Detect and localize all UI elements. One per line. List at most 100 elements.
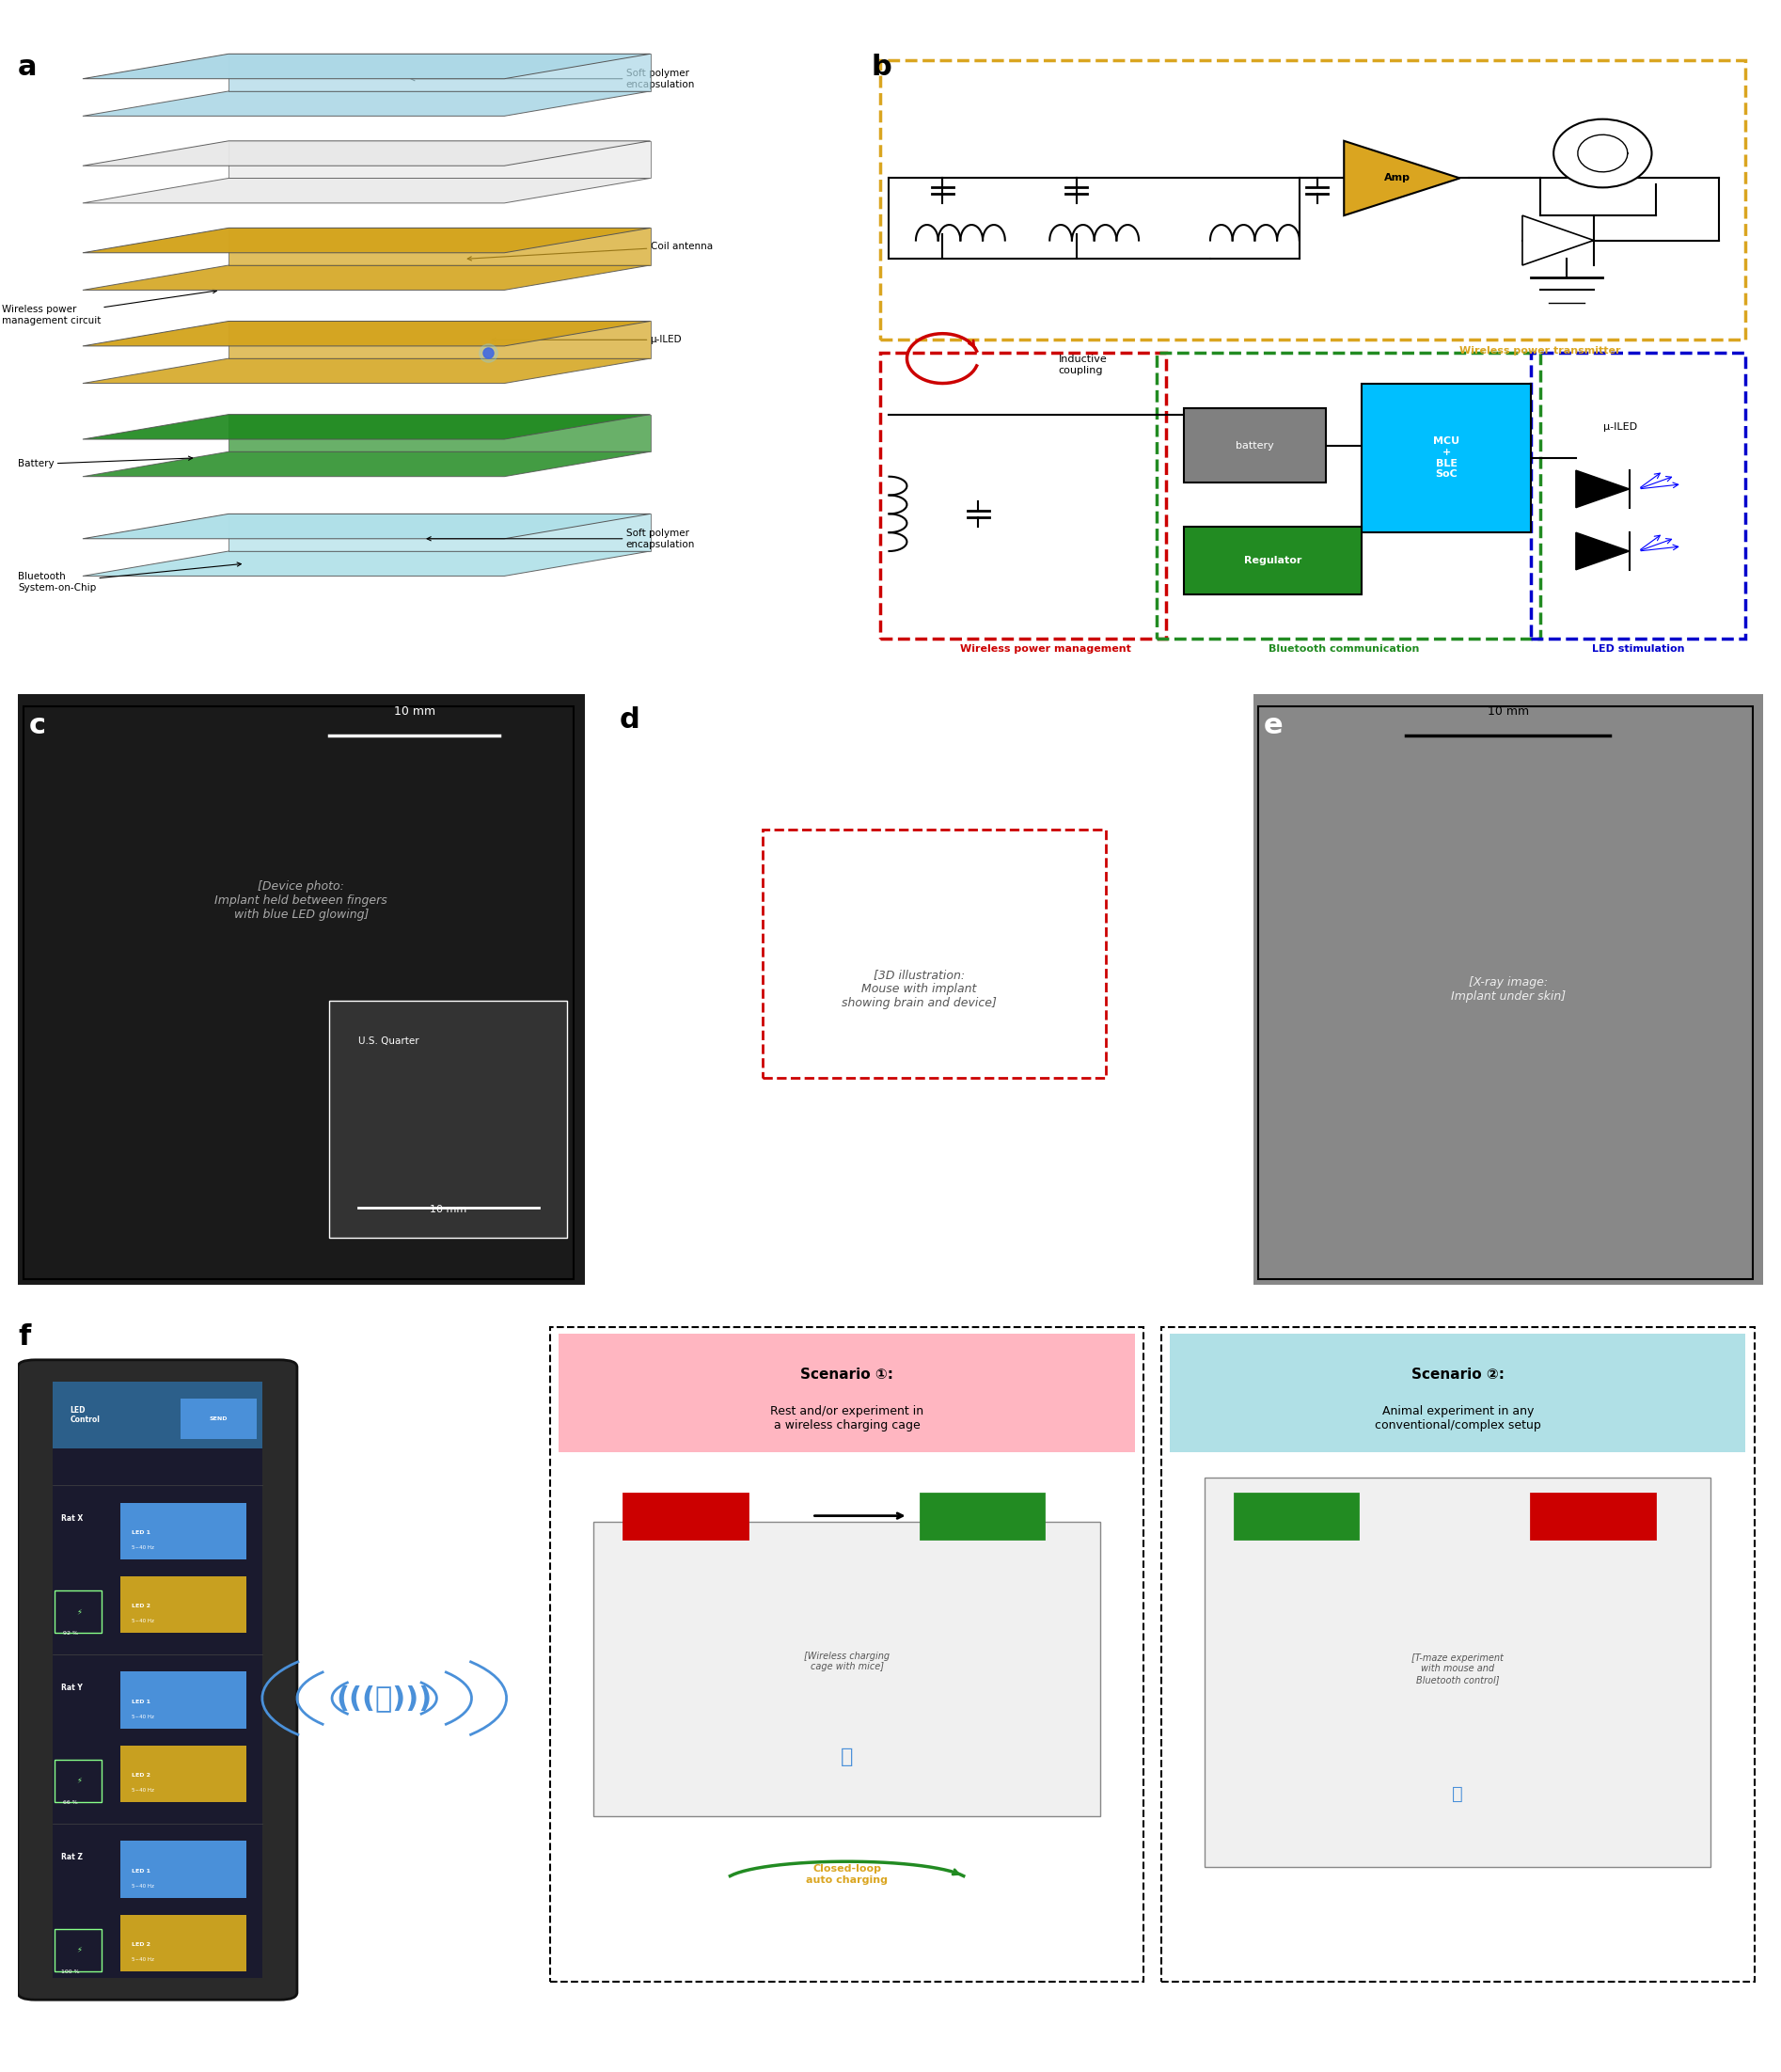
Circle shape <box>1553 118 1651 186</box>
FancyBboxPatch shape <box>121 1577 246 1633</box>
Text: Inductive
coupling: Inductive coupling <box>1058 354 1108 375</box>
Text: LED 2: LED 2 <box>132 1774 150 1778</box>
Polygon shape <box>228 228 650 265</box>
Bar <box>593 1521 1101 1815</box>
Text: a: a <box>18 54 37 81</box>
Text: μ-ILED: μ-ILED <box>1603 423 1637 431</box>
Text: 100 %: 100 % <box>61 1968 80 1975</box>
Text: Amp: Amp <box>1384 174 1411 182</box>
Text: battery: battery <box>1236 441 1273 450</box>
FancyBboxPatch shape <box>180 1399 256 1438</box>
Polygon shape <box>82 91 650 116</box>
Polygon shape <box>82 54 650 79</box>
Text: Battery: Battery <box>18 456 192 468</box>
Text: 5~40 Hz: 5~40 Hz <box>132 1883 153 1888</box>
Text: f: f <box>18 1324 30 1351</box>
Text: [Wireless charging
cage with mice]: [Wireless charging cage with mice] <box>803 1651 890 1672</box>
Polygon shape <box>228 514 650 551</box>
Polygon shape <box>1523 215 1594 265</box>
Polygon shape <box>228 141 650 178</box>
Polygon shape <box>82 228 650 253</box>
Text: [3D illustration:
Mouse with implant
showing brain and device]: [3D illustration: Mouse with implant sho… <box>841 970 996 1009</box>
Text: Rat Y: Rat Y <box>61 1682 84 1693</box>
FancyBboxPatch shape <box>121 1502 246 1560</box>
Text: [T-maze experiment
with mouse and
Bluetooth control]: [T-maze experiment with mouse and Blueto… <box>1412 1653 1503 1685</box>
Text: c: c <box>28 713 46 740</box>
FancyBboxPatch shape <box>121 1840 246 1898</box>
Text: 10 mm: 10 mm <box>394 704 435 717</box>
FancyBboxPatch shape <box>550 1326 1143 1981</box>
FancyBboxPatch shape <box>1170 1334 1745 1452</box>
Polygon shape <box>82 414 650 439</box>
Text: 5~40 Hz: 5~40 Hz <box>132 1956 153 1962</box>
Polygon shape <box>82 452 650 477</box>
FancyBboxPatch shape <box>1183 526 1362 595</box>
Text: SEND: SEND <box>210 1417 228 1421</box>
FancyBboxPatch shape <box>121 1745 246 1803</box>
Text: Animal experiment in any
conventional/complex setup: Animal experiment in any conventional/co… <box>1375 1405 1541 1432</box>
Polygon shape <box>1576 533 1630 570</box>
Text: Wireless power
management circuit: Wireless power management circuit <box>2 290 217 325</box>
Text: LED 1: LED 1 <box>132 1869 150 1873</box>
Text: 10 mm: 10 mm <box>429 1204 467 1214</box>
Text: Wireless power transmitter: Wireless power transmitter <box>1460 346 1621 356</box>
Polygon shape <box>82 178 650 203</box>
Text: 5~40 Hz: 5~40 Hz <box>132 1788 153 1792</box>
FancyBboxPatch shape <box>121 1672 246 1728</box>
Text: 66 %: 66 % <box>62 1801 78 1805</box>
Text: Regulator: Regulator <box>1243 555 1302 566</box>
Polygon shape <box>82 265 650 290</box>
FancyBboxPatch shape <box>559 1334 1134 1452</box>
FancyBboxPatch shape <box>53 1382 262 1977</box>
Text: LED 2: LED 2 <box>132 1941 150 1948</box>
Text: LED 2: LED 2 <box>132 1604 150 1608</box>
Text: ⚡: ⚡ <box>77 1776 82 1784</box>
Text: [Device photo:
Implant held between fingers
with blue LED glowing]: [Device photo: Implant held between fing… <box>216 881 388 922</box>
FancyBboxPatch shape <box>921 1494 1044 1539</box>
Polygon shape <box>1576 470 1630 508</box>
Text: Bluetooth communication: Bluetooth communication <box>1268 644 1419 655</box>
Text: Soft polymer
encapsulation: Soft polymer encapsulation <box>411 68 695 89</box>
Text: U.S. Quarter: U.S. Quarter <box>358 1036 419 1046</box>
Text: LED
Control: LED Control <box>69 1407 100 1423</box>
FancyBboxPatch shape <box>1362 383 1532 533</box>
Text: Scenario ①:: Scenario ①: <box>800 1368 894 1382</box>
Polygon shape <box>228 54 650 91</box>
Text: 5~40 Hz: 5~40 Hz <box>132 1714 153 1720</box>
FancyBboxPatch shape <box>623 1494 748 1539</box>
Text: MCU
+
BLE
SoC: MCU + BLE SoC <box>1434 437 1460 479</box>
Text: ⦿: ⦿ <box>841 1747 853 1767</box>
Text: Rat Z: Rat Z <box>61 1852 84 1861</box>
Text: d: d <box>620 707 639 733</box>
Text: ⚡: ⚡ <box>77 1608 82 1616</box>
FancyBboxPatch shape <box>18 1359 297 1999</box>
Text: ⚡: ⚡ <box>77 1946 82 1954</box>
Bar <box>1204 1477 1712 1867</box>
Polygon shape <box>82 141 650 166</box>
Text: Rest and/or experiment in
a wireless charging cage: Rest and/or experiment in a wireless cha… <box>769 1405 924 1432</box>
Text: Rat X: Rat X <box>61 1515 84 1523</box>
Polygon shape <box>1345 141 1460 215</box>
Text: Soft polymer
encapsulation: Soft polymer encapsulation <box>427 528 695 549</box>
Text: Closed-loop
auto charging: Closed-loop auto charging <box>807 1865 887 1886</box>
Text: LED 1: LED 1 <box>132 1531 150 1535</box>
FancyBboxPatch shape <box>121 1915 246 1970</box>
Polygon shape <box>228 321 650 358</box>
Polygon shape <box>228 414 650 452</box>
Text: Coil antenna: Coil antenna <box>468 242 712 261</box>
Text: LED stimulation: LED stimulation <box>1592 644 1685 655</box>
Text: 5~40 Hz: 5~40 Hz <box>132 1546 153 1550</box>
Text: μ-ILED: μ-ILED <box>492 336 682 344</box>
Text: LED 1: LED 1 <box>132 1699 150 1705</box>
FancyBboxPatch shape <box>1234 1494 1359 1539</box>
FancyBboxPatch shape <box>53 1382 262 1448</box>
Polygon shape <box>82 321 650 346</box>
Text: 10 mm: 10 mm <box>1487 704 1528 717</box>
Text: (((⦿))): (((⦿))) <box>337 1685 433 1711</box>
Text: Wireless power management: Wireless power management <box>960 644 1131 655</box>
Bar <box>762 831 1106 1077</box>
Text: 5~40 Hz: 5~40 Hz <box>132 1618 153 1622</box>
Text: b: b <box>871 54 892 81</box>
Text: Scenario ②:: Scenario ②: <box>1411 1368 1505 1382</box>
Polygon shape <box>82 514 650 539</box>
